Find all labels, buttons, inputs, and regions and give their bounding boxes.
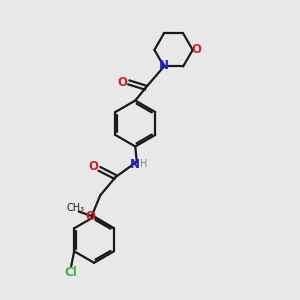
Text: O: O [118,76,128,89]
Text: N: N [159,59,169,72]
Text: O: O [191,44,201,56]
Text: O: O [85,210,95,223]
Text: N: N [129,158,140,171]
Text: O: O [88,160,98,173]
Text: CH₃: CH₃ [67,203,85,213]
Text: Cl: Cl [65,266,78,279]
Text: H: H [140,159,147,169]
